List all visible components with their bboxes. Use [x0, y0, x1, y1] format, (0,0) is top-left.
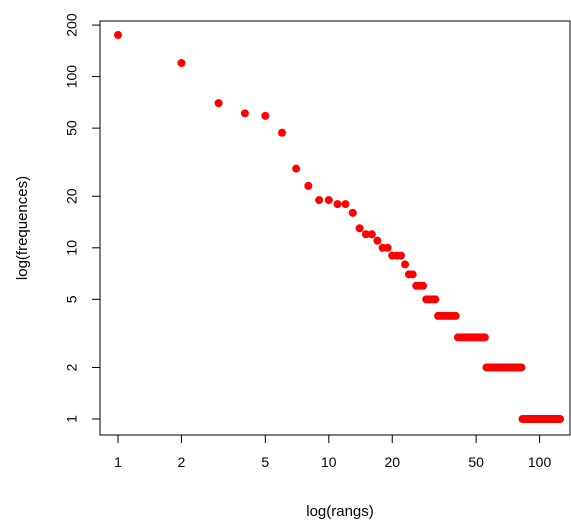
data-point: [324, 196, 333, 205]
y-axis-title: log(frequences): [14, 176, 31, 280]
data-point: [431, 295, 440, 304]
data-point: [517, 363, 526, 372]
data-point: [401, 260, 410, 269]
x-axis-title: log(rangs): [306, 503, 374, 520]
y-tick-label: 50: [64, 120, 80, 136]
y-tick-label: 1: [64, 415, 80, 423]
data-point: [361, 230, 370, 239]
x-axis: 1 2 5 10 20 50 100: [114, 434, 552, 470]
data-point: [292, 164, 301, 173]
x-tick-label: 20: [384, 454, 400, 470]
data-point: [556, 415, 564, 423]
x-tick-label: 2: [178, 454, 186, 470]
data-point: [355, 224, 364, 233]
data-point: [333, 200, 342, 209]
y-tick-label: 10: [64, 240, 80, 256]
data-point: [261, 111, 270, 120]
data-point: [451, 311, 460, 320]
y-tick-label: 2: [64, 363, 80, 371]
data-point: [177, 59, 186, 68]
x-tick-label: 10: [321, 454, 337, 470]
data-point: [341, 200, 350, 209]
y-tick-label: 100: [64, 65, 80, 89]
y-tick-label: 20: [64, 188, 80, 204]
data-point: [240, 109, 249, 118]
data-point: [383, 243, 392, 252]
x-tick-label: 50: [468, 454, 484, 470]
data-point: [315, 196, 324, 205]
data-point: [348, 208, 357, 217]
x-tick-label: 100: [528, 454, 552, 470]
x-tick-label: 5: [261, 454, 269, 470]
y-tick-label: 5: [64, 295, 80, 303]
data-point: [304, 181, 313, 190]
data-points: [114, 31, 564, 423]
data-point: [408, 270, 417, 279]
y-axis: 1 2 5 10 20 50 100 200: [64, 13, 101, 423]
data-point: [278, 128, 287, 137]
data-point: [480, 333, 489, 342]
plot-frame: [99, 20, 571, 436]
x-tick-label: 1: [114, 454, 122, 470]
data-point: [114, 31, 122, 39]
data-point: [373, 236, 382, 245]
y-tick-label: 200: [64, 13, 80, 37]
data-point: [367, 230, 376, 239]
data-point: [396, 251, 405, 260]
data-point: [214, 99, 223, 108]
data-point: [419, 281, 428, 290]
